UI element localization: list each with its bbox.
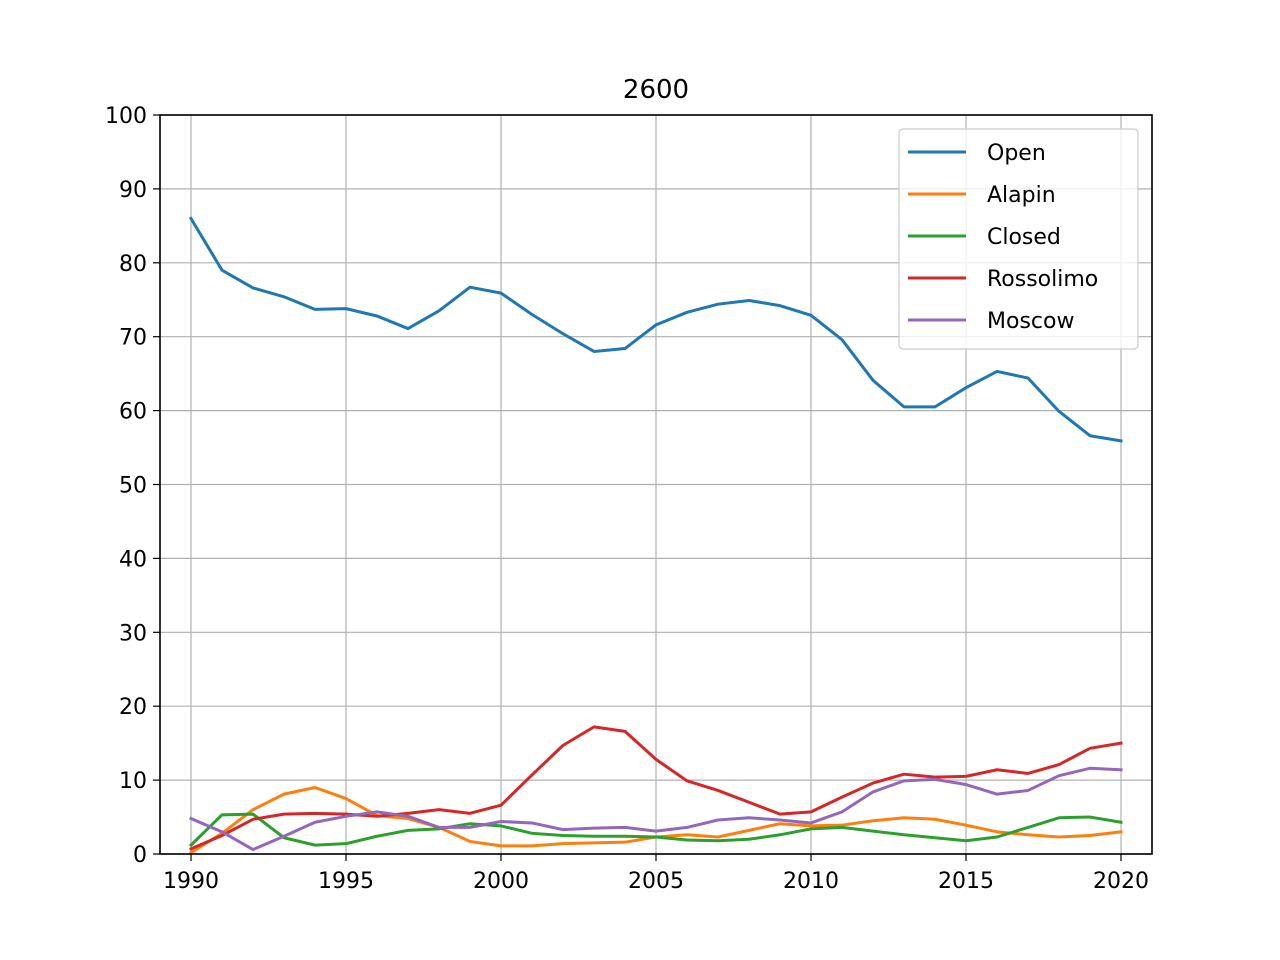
x-tick-label: 2015 [938, 869, 994, 894]
legend-label-rossolimo: Rossolimo [987, 267, 1098, 292]
x-tick-label: 1995 [318, 869, 374, 894]
x-tick-label: 2005 [628, 869, 684, 894]
x-tick-label: 2010 [783, 869, 839, 894]
chart-title: 2600 [623, 75, 689, 105]
series-line-closed [188, 812, 1123, 848]
axis-ticks: 1990 1995 2000 2005 2010 2015 2020 0 10 20 30 40 50 6… [105, 104, 1149, 894]
x-tick-label: 2000 [473, 869, 529, 894]
y-tick-label: 20 [119, 695, 147, 720]
legend-label-moscow: Moscow [987, 309, 1074, 334]
y-tick-label: 50 [119, 474, 147, 499]
series-line-open [188, 216, 1123, 443]
y-tick-label: 40 [119, 547, 147, 572]
x-tick-label: 1990 [163, 869, 219, 894]
legend-label-alapin: Alapin [987, 183, 1056, 208]
y-tick-label: 80 [119, 252, 147, 277]
x-tick-label: 2020 [1093, 869, 1149, 894]
series-line-rossolimo [189, 725, 1123, 851]
legend: Open Alapin Closed Rossolimo Moscow [898, 128, 1139, 350]
y-tick-label: 30 [119, 621, 147, 646]
legend-label-open: Open [987, 141, 1046, 166]
y-tick-label: 100 [105, 104, 147, 129]
y-tick-label: 60 [119, 400, 147, 425]
legend-box [898, 128, 1139, 350]
y-tick-label: 70 [119, 326, 147, 351]
series-line-moscow [189, 766, 1123, 852]
series-lines [188, 216, 1123, 855]
y-tick-label: 0 [133, 843, 147, 868]
legend-label-closed: Closed [987, 225, 1061, 250]
y-tick-label: 90 [119, 178, 147, 203]
y-tick-label: 10 [119, 769, 147, 794]
